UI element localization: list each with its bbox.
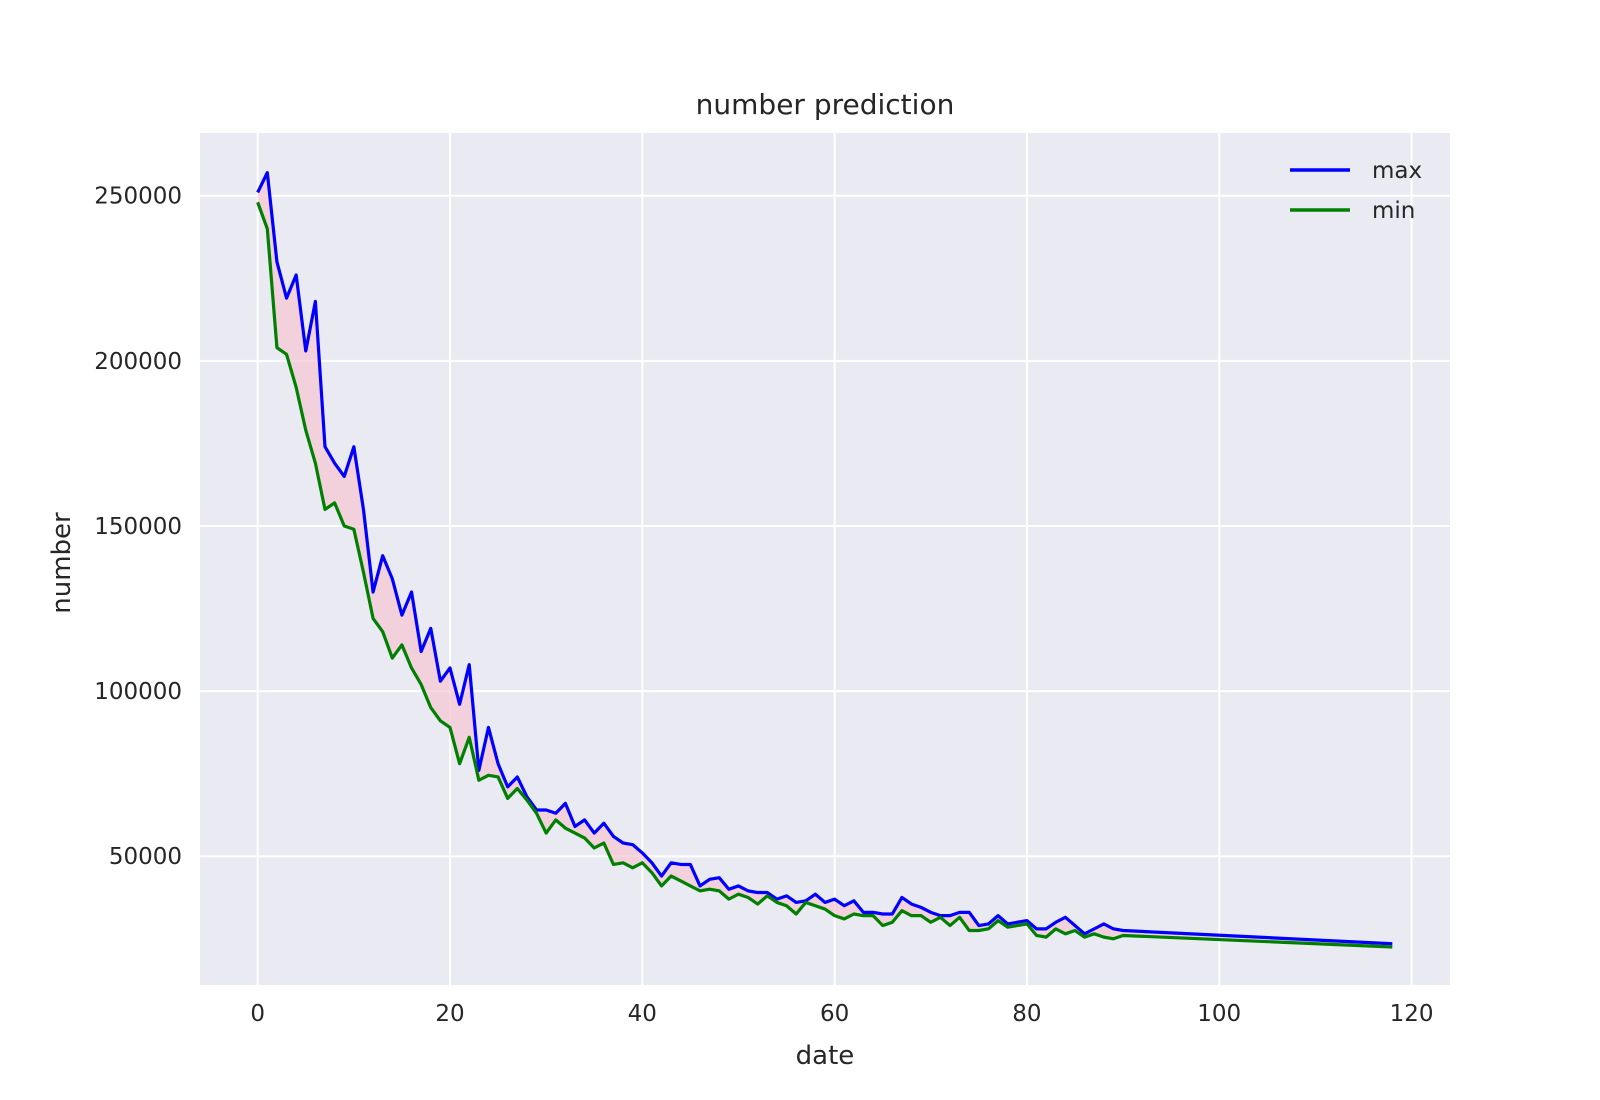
y-tick-label: 100000: [94, 679, 182, 705]
x-tick-labels: 0 20 40 60 80 100 120: [250, 1001, 1433, 1027]
series-line-max: [256, 171, 1393, 946]
x-tick-label: 20: [435, 1001, 464, 1027]
plot-background: [200, 133, 1450, 985]
y-tick-label: 50000: [109, 844, 182, 870]
x-tick-label: 0: [250, 1001, 265, 1027]
legend: max min: [1290, 158, 1422, 224]
x-axis-label: date: [796, 1041, 855, 1071]
y-tick-label: 250000: [94, 184, 182, 210]
series-line-min: [256, 201, 1393, 949]
y-tick-label: 150000: [94, 514, 182, 540]
x-gridlines: [256, 133, 1413, 985]
x-tick-label: 60: [820, 1001, 849, 1027]
x-tick-label: 120: [1390, 1001, 1434, 1027]
chart-title: number prediction: [696, 88, 955, 121]
y-tick-labels: 50000 100000 150000 200000 250000: [94, 184, 182, 870]
y-tick-label: 200000: [94, 349, 182, 375]
y-gridlines: [200, 194, 1450, 858]
x-tick-label: 40: [628, 1001, 657, 1027]
x-tick-label: 100: [1197, 1001, 1241, 1027]
x-tick-label: 80: [1012, 1001, 1041, 1027]
legend-label-min: min: [1372, 198, 1415, 224]
series-lines: [256, 171, 1393, 949]
legend-label-max: max: [1372, 158, 1422, 184]
y-axis-label: number: [47, 512, 77, 614]
